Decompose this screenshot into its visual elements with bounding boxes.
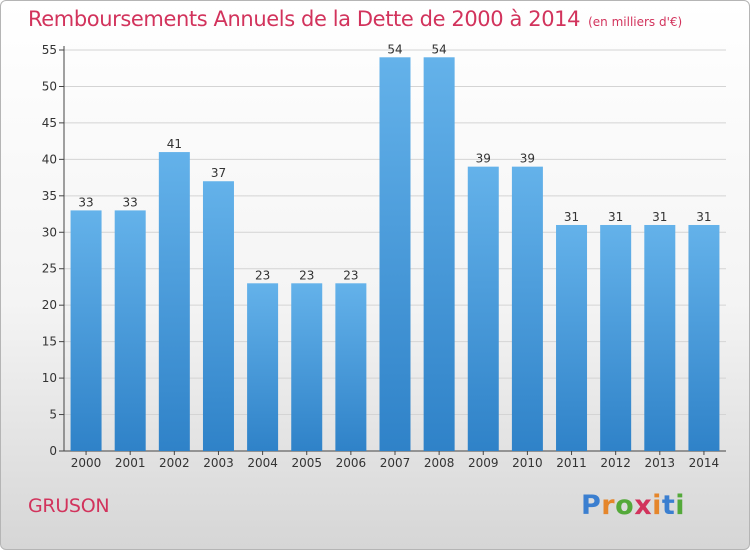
- bar-2010: [511, 166, 543, 451]
- bar-2004: [247, 283, 279, 451]
- x-tick-label-2004: 2004: [247, 456, 278, 470]
- bars: [70, 57, 720, 452]
- bar-2003: [202, 181, 234, 451]
- data-label-2007: 54: [387, 42, 402, 56]
- x-tick-label-2002: 2002: [159, 456, 190, 470]
- data-label-2002: 41: [167, 137, 182, 151]
- x-tick-label-2000: 2000: [71, 456, 102, 470]
- y-tick-label: 15: [42, 335, 57, 349]
- bar-2009: [467, 166, 499, 451]
- bar-2008: [423, 57, 455, 452]
- chart-unit-label: (en milliers d'€): [588, 15, 683, 29]
- y-tick-label: 55: [42, 43, 57, 57]
- data-label-2011: 31: [564, 210, 579, 224]
- x-tick-label-2003: 2003: [203, 456, 234, 470]
- data-label-2006: 23: [343, 268, 358, 282]
- x-tick-label-2001: 2001: [115, 456, 146, 470]
- x-tick-label-2014: 2014: [689, 456, 720, 470]
- x-tick-label-2006: 2006: [336, 456, 367, 470]
- y-tick-label: 45: [42, 116, 57, 130]
- bar-2005: [291, 283, 323, 451]
- x-tick-label-2012: 2012: [600, 456, 631, 470]
- logo-letter: x: [634, 490, 653, 521]
- chart-title: Remboursements Annuels de la Dette de 20…: [28, 7, 682, 31]
- x-tick-label-2011: 2011: [556, 456, 587, 470]
- data-label-2013: 31: [652, 210, 667, 224]
- bar-2001: [114, 210, 146, 451]
- y-tick-label: 30: [42, 225, 57, 239]
- x-tick-label-2008: 2008: [424, 456, 455, 470]
- chart-title-text: Remboursements Annuels de la Dette de 20…: [28, 7, 581, 31]
- commune-name: GRUSON: [28, 495, 110, 517]
- bar-2000: [70, 210, 102, 451]
- data-label-2004: 23: [255, 268, 270, 282]
- logo-letter: o: [615, 490, 635, 521]
- bar-2002: [158, 152, 190, 451]
- y-tick-label: 20: [42, 298, 57, 312]
- y-tick-label: 25: [42, 262, 57, 276]
- data-label-2008: 54: [431, 42, 446, 56]
- logo-letter: r: [601, 490, 616, 521]
- data-label-2003: 37: [211, 166, 226, 180]
- data-label-2005: 23: [299, 268, 314, 282]
- data-label-2012: 31: [608, 210, 623, 224]
- logo-letter: i: [652, 490, 662, 521]
- logo-letter: i: [675, 490, 686, 521]
- y-tick-label: 35: [42, 189, 57, 203]
- x-tick-label-2013: 2013: [645, 456, 676, 470]
- labels: 33 2000 33 2001 41 2002 37 2003 23 2004 23 2005 23 20…: [71, 42, 719, 470]
- bar-2006: [335, 283, 367, 451]
- y-tick-label: 40: [42, 152, 57, 166]
- x-tick-label-2007: 2007: [380, 456, 411, 470]
- data-label-2010: 39: [520, 152, 535, 166]
- y-tick-label: 0: [49, 444, 57, 458]
- x-tick-label-2009: 2009: [468, 456, 499, 470]
- bar-2007: [379, 57, 411, 452]
- bar-2014: [688, 224, 720, 451]
- data-label-2009: 39: [476, 152, 491, 166]
- data-label-2001: 33: [123, 195, 138, 209]
- y-tick-label: 50: [42, 79, 57, 93]
- bar-2012: [600, 224, 632, 451]
- data-label-2000: 33: [78, 195, 93, 209]
- x-tick-label-2005: 2005: [291, 456, 322, 470]
- bar-2013: [644, 224, 676, 451]
- y-tick-label: 10: [42, 371, 57, 385]
- data-label-2014: 31: [696, 210, 711, 224]
- bar-2011: [556, 224, 588, 451]
- proxiti-logo: Proxiti: [581, 490, 685, 521]
- logo-letter: P: [581, 490, 602, 521]
- y-tick-label: 5: [49, 408, 57, 422]
- logo-letter: t: [661, 490, 676, 521]
- x-tick-label-2010: 2010: [512, 456, 543, 470]
